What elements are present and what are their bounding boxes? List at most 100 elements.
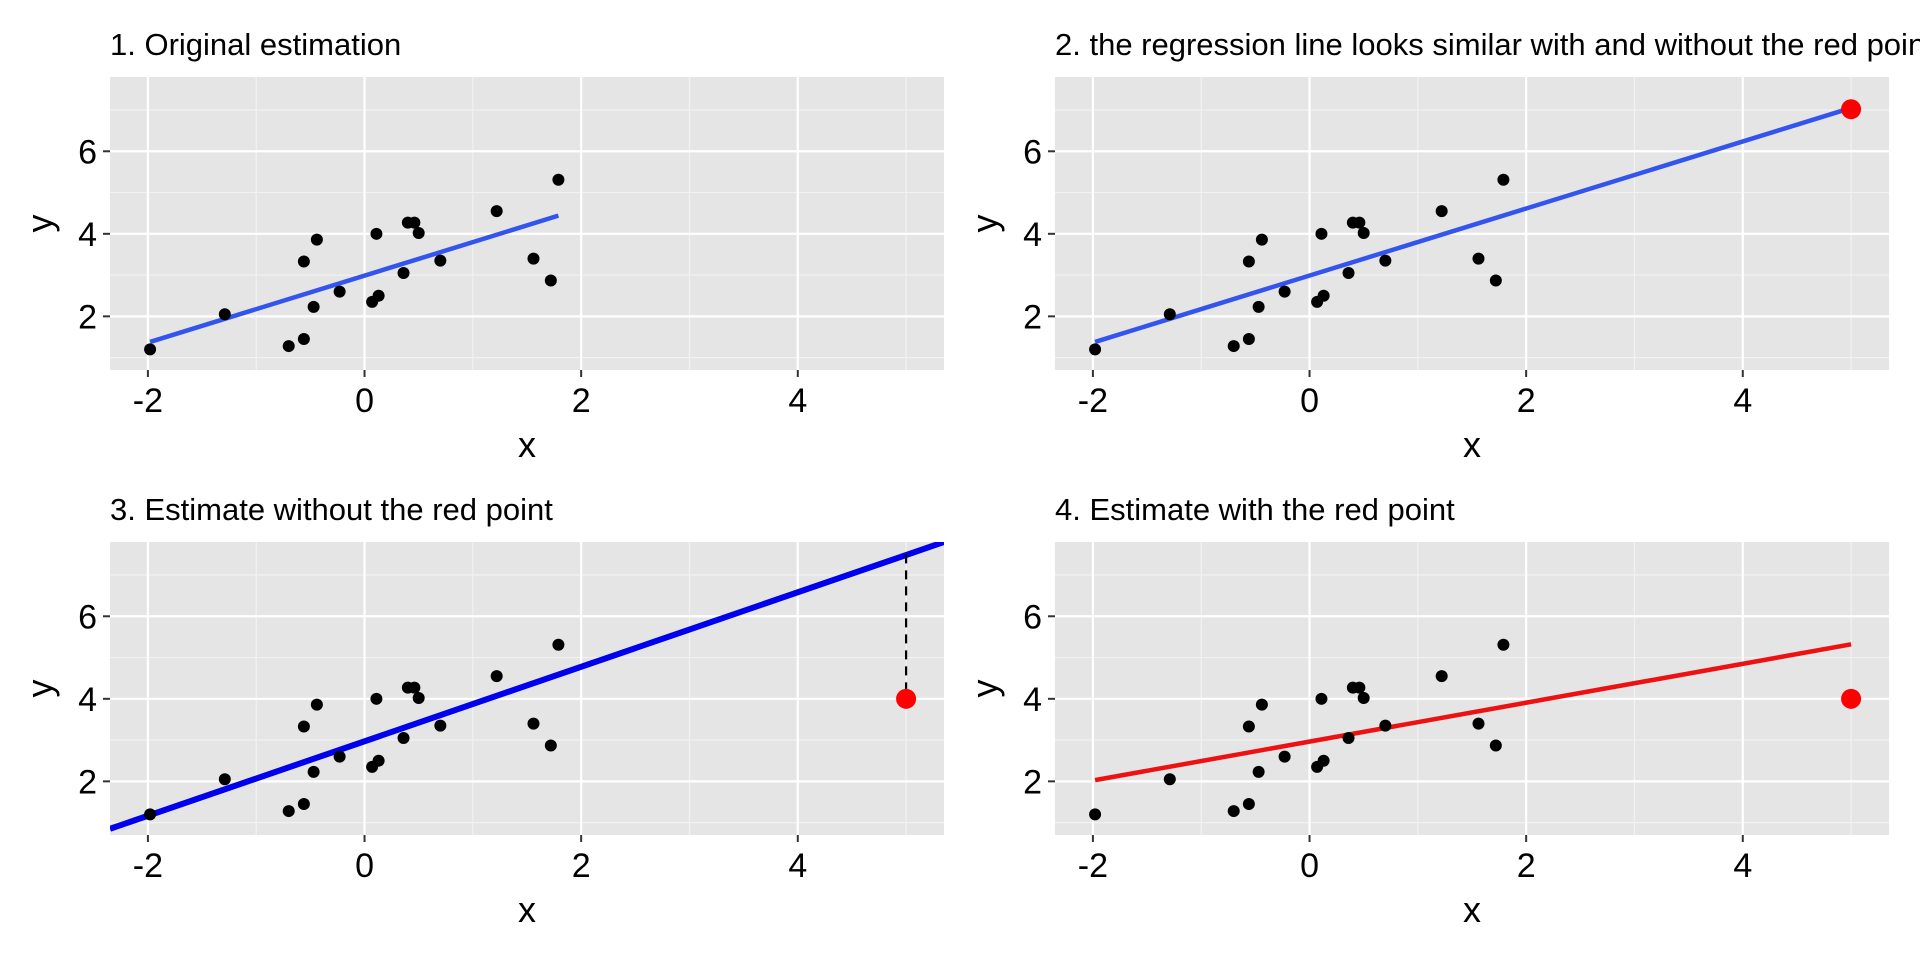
- data-point: [1242, 720, 1255, 733]
- data-point: [1317, 754, 1330, 767]
- data-point: [372, 754, 385, 767]
- panel-title: 3. Estimate without the red point: [110, 492, 553, 527]
- data-point: [372, 289, 385, 302]
- data-point: [1317, 289, 1330, 302]
- x-tick-label: 0: [1300, 382, 1319, 420]
- data-point: [310, 233, 323, 246]
- y-tick-label: 2: [1023, 298, 1042, 336]
- x-axis-title: x: [518, 424, 536, 465]
- data-point: [307, 300, 320, 313]
- regression-line: [1094, 642, 1852, 783]
- y-tick-label: 4: [1023, 216, 1042, 254]
- data-point: [1489, 274, 1502, 287]
- data-point: [1342, 267, 1355, 280]
- x-tick-label: 2: [1517, 847, 1536, 885]
- x-tick-label: 4: [1733, 847, 1752, 885]
- data-point: [1357, 691, 1370, 704]
- panel-3: -2 0 2 4 2 4 6 3. Estimate without the red poin…: [19, 492, 944, 930]
- data-point: [310, 698, 323, 711]
- data-point: [490, 205, 503, 218]
- data-point: [1227, 805, 1240, 818]
- data-point: [412, 691, 425, 704]
- x-tick-label: -2: [133, 847, 163, 885]
- x-tick-label: 4: [1733, 382, 1752, 420]
- data-point: [1379, 719, 1392, 732]
- data-point: [218, 308, 231, 321]
- x-tick-label: 2: [572, 847, 591, 885]
- data-point: [1242, 333, 1255, 346]
- regression-line: [149, 213, 560, 345]
- data-point: [282, 805, 295, 818]
- data-point: [1089, 343, 1102, 356]
- data-point: [1163, 773, 1176, 786]
- data-point: [370, 227, 383, 240]
- data-point: [397, 267, 410, 280]
- data-point: [297, 720, 310, 733]
- data-point: [297, 333, 310, 346]
- x-tick-label: 0: [355, 847, 374, 885]
- data-point: [297, 255, 310, 268]
- data-point: [1472, 252, 1485, 265]
- y-axis-title: y: [964, 215, 1005, 233]
- data-point: [1435, 670, 1448, 683]
- data-point: [434, 719, 447, 732]
- data-point: [408, 216, 421, 229]
- y-tick-label: 6: [78, 598, 97, 636]
- x-tick-label: 0: [355, 382, 374, 420]
- plot-background: [1055, 542, 1889, 835]
- x-tick-label: 4: [788, 847, 807, 885]
- x-tick-label: -2: [1078, 382, 1108, 420]
- data-point: [408, 681, 421, 694]
- data-point: [1278, 285, 1291, 298]
- data-point: [1163, 308, 1176, 321]
- data-point: [218, 773, 231, 786]
- data-point: [1379, 254, 1392, 267]
- data-point: [297, 798, 310, 811]
- data-point: [1252, 300, 1265, 313]
- data-point: [1227, 340, 1240, 353]
- y-tick-label: 6: [78, 133, 97, 171]
- red-point: [1841, 688, 1862, 709]
- x-tick-label: 2: [572, 382, 591, 420]
- y-tick-label: 2: [1023, 763, 1042, 801]
- data-point: [282, 340, 295, 353]
- y-tick-label: 6: [1023, 598, 1042, 636]
- data-point: [434, 254, 447, 267]
- data-point: [307, 765, 320, 778]
- data-point: [1278, 750, 1291, 763]
- panel-title: 1. Original estimation: [110, 27, 401, 62]
- data-point: [1315, 692, 1328, 705]
- data-point: [1252, 765, 1265, 778]
- data-point: [552, 638, 565, 651]
- x-tick-label: 0: [1300, 847, 1319, 885]
- panel-4: -2 0 2 4 2 4 6 4. Estimate with the red point x y: [964, 492, 1889, 930]
- data-point: [1353, 681, 1366, 694]
- data-point: [1489, 739, 1502, 752]
- data-point: [333, 285, 346, 298]
- x-axis-title: x: [1463, 889, 1481, 930]
- x-axis-title: x: [518, 889, 536, 930]
- data-point: [1497, 638, 1510, 651]
- x-tick-label: 2: [1517, 382, 1536, 420]
- y-axis-title: y: [19, 215, 60, 233]
- data-point: [544, 274, 557, 287]
- y-tick-label: 2: [78, 763, 97, 801]
- red-point: [1841, 99, 1862, 120]
- panel-2: -2 0 2 4 2 4 6 2. the regression line looks sim…: [964, 27, 1920, 465]
- data-point: [1089, 808, 1102, 821]
- data-point: [490, 670, 503, 683]
- y-tick-label: 6: [1023, 133, 1042, 171]
- red-point: [896, 688, 917, 709]
- data-point: [144, 808, 157, 821]
- data-point: [552, 173, 565, 186]
- data-point: [1242, 255, 1255, 268]
- y-axis-title: y: [19, 680, 60, 698]
- x-tick-label: -2: [1078, 847, 1108, 885]
- panel-1: -2 0 2 4 2 4 6 1. Original estimation x y: [19, 27, 944, 465]
- y-tick-label: 4: [78, 216, 97, 254]
- data-point: [527, 717, 540, 730]
- y-tick-label: 4: [78, 681, 97, 719]
- data-point: [1255, 698, 1268, 711]
- data-point: [397, 732, 410, 745]
